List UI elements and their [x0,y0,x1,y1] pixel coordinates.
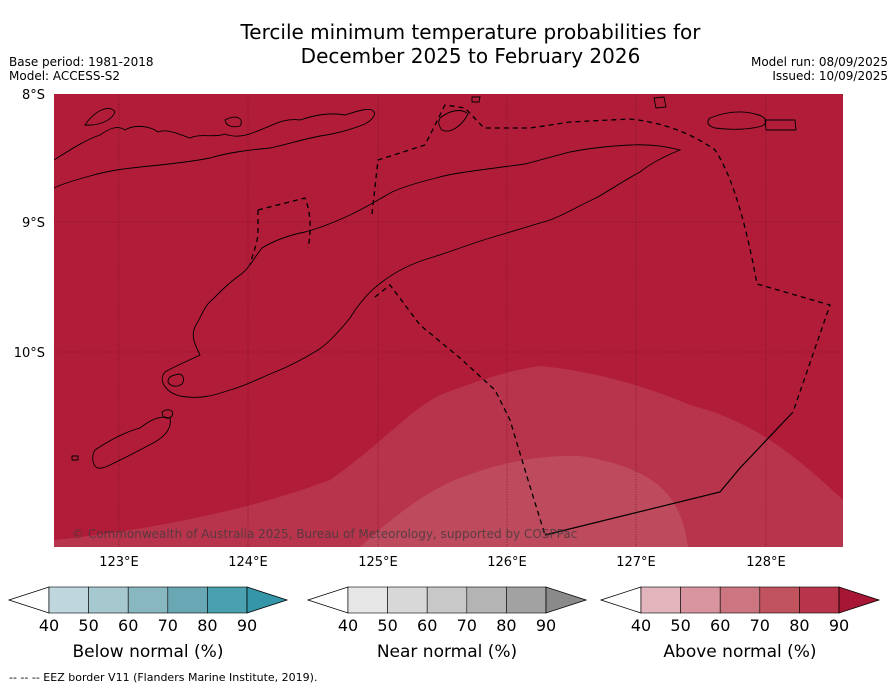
lat-label-8s: 8°S [22,88,45,103]
coast-islet-8 [161,409,174,419]
meta-right: Model run: 08/09/2025 Issued: 10/09/2025 [751,55,888,83]
meta-left: Base period: 1981-2018 Model: ACCESS-S2 [9,55,154,83]
coast-islet-3 [438,110,469,132]
colorbar-above-high-arrow [838,586,881,614]
colorbar-below-tick: 90 [237,616,257,635]
colorbar-above-tick: 60 [710,616,730,635]
coast-rote [92,416,171,469]
colorbar-below-tick: 60 [118,616,138,635]
colorbar-near-tick: 60 [417,616,437,635]
model-run-text: Model run: 08/09/2025 [750,55,888,69]
colorbar-below-tick: 40 [39,616,59,635]
eez-solid-border [544,411,794,536]
colorbar-above-label: Above normal (%) [663,642,816,662]
lon-label-127e: 127°E [616,555,656,570]
lat-label-9s: 9°S [22,216,45,231]
colorbar-above-segment [719,586,761,614]
colorbar-below-high-arrow [246,586,289,614]
colorbar-below-segment [127,586,169,614]
colorbar-below-tick: 70 [158,616,178,635]
coast-islet-6 [764,119,797,131]
colorbar-near: 40 50 60 70 80 90 Near normal (%) [306,586,588,662]
colorbar-near-tick: 50 [377,616,397,635]
lon-label-126e: 126°E [487,555,527,570]
colorbar-below-segment [167,586,208,614]
colorbar-below-segment [48,586,89,614]
coast-islet-1 [84,108,116,126]
colorbar-above-tick: 50 [670,616,690,635]
colorbar-above-segment [640,586,681,614]
model-text: Model: ACCESS-S2 [9,69,121,83]
above-70-region [360,455,688,547]
colorbar-near-segment [426,586,468,614]
colorbar-above-segment [799,586,840,614]
colorbar-above-segment [680,586,721,614]
colorbar-near-tick: 90 [536,616,556,635]
colorbar-below: 40 50 60 70 80 90 Below normal (%) [7,586,289,662]
colorbar-below-segment [207,586,248,614]
coast-islet-7 [471,96,481,103]
coast-islet-5 [707,111,767,130]
colorbar-below-tick: 80 [197,616,217,635]
lon-label-123e: 123°E [99,555,139,570]
colorbar-below-segment [88,586,129,614]
lon-label-128e: 128°E [746,555,786,570]
colorbars: 40 50 60 70 80 90 Below normal (%) 40 50 60 70 80 9… [7,586,881,662]
title-line-2: December 2025 to February 2026 [300,44,641,68]
colorbar-near-segment [466,586,507,614]
colorbar-near-high-arrow [545,586,588,614]
lat-label-10s: 10°S [14,346,45,361]
coast-timor [161,144,682,398]
colorbar-near-tick: 40 [338,616,358,635]
colorbar-above-segment [759,586,800,614]
coast-islet-4 [653,96,667,109]
coastlines [54,96,797,469]
lon-label-125e: 125°E [358,555,398,570]
eez-footnote: -- -- -- EEZ border V11 (Flanders Marine… [9,671,318,684]
colorbar-near-segment [506,586,547,614]
colorbar-below-low-arrow [7,586,50,614]
map-fields [54,94,843,547]
colorbar-above-tick: 70 [750,616,770,635]
colorbar-near-low-arrow [306,586,349,614]
base-period-text: Base period: 1981-2018 [9,55,154,69]
coast-semau [167,373,185,387]
colorbar-below-tick: 50 [78,616,98,635]
colorbar-above-tick: 90 [829,616,849,635]
colorbar-near-label: Near normal (%) [377,642,517,662]
coast-flores [54,109,375,189]
colorbar-near-tick: 80 [496,616,516,635]
forecast-map: © Commonwealth of Australia 2025, Bureau… [14,88,843,570]
coast-islet-2 [224,116,242,128]
lon-label-124e: 124°E [228,555,268,570]
colorbar-near-tick: 70 [457,616,477,635]
colorbar-above-tick: 40 [631,616,651,635]
colorbar-near-segment [387,586,428,614]
colorbar-above-low-arrow [599,586,642,614]
coast-ndao [71,455,79,461]
eez-borders [249,104,831,536]
colorbar-above-tick: 80 [789,616,809,635]
chart-title: Tercile minimum temperature probabilitie… [0,20,896,68]
copyright-text: © Commonwealth of Australia 2025, Bureau… [72,527,577,541]
colorbar-above: 40 50 60 70 80 90 Above normal (%) [599,586,881,662]
colorbar-near-segment [347,586,388,614]
issued-text: Issued: 10/09/2025 [772,69,888,83]
title-line-1: Tercile minimum temperature probabilitie… [240,20,701,44]
colorbar-below-label: Below normal (%) [73,642,224,662]
